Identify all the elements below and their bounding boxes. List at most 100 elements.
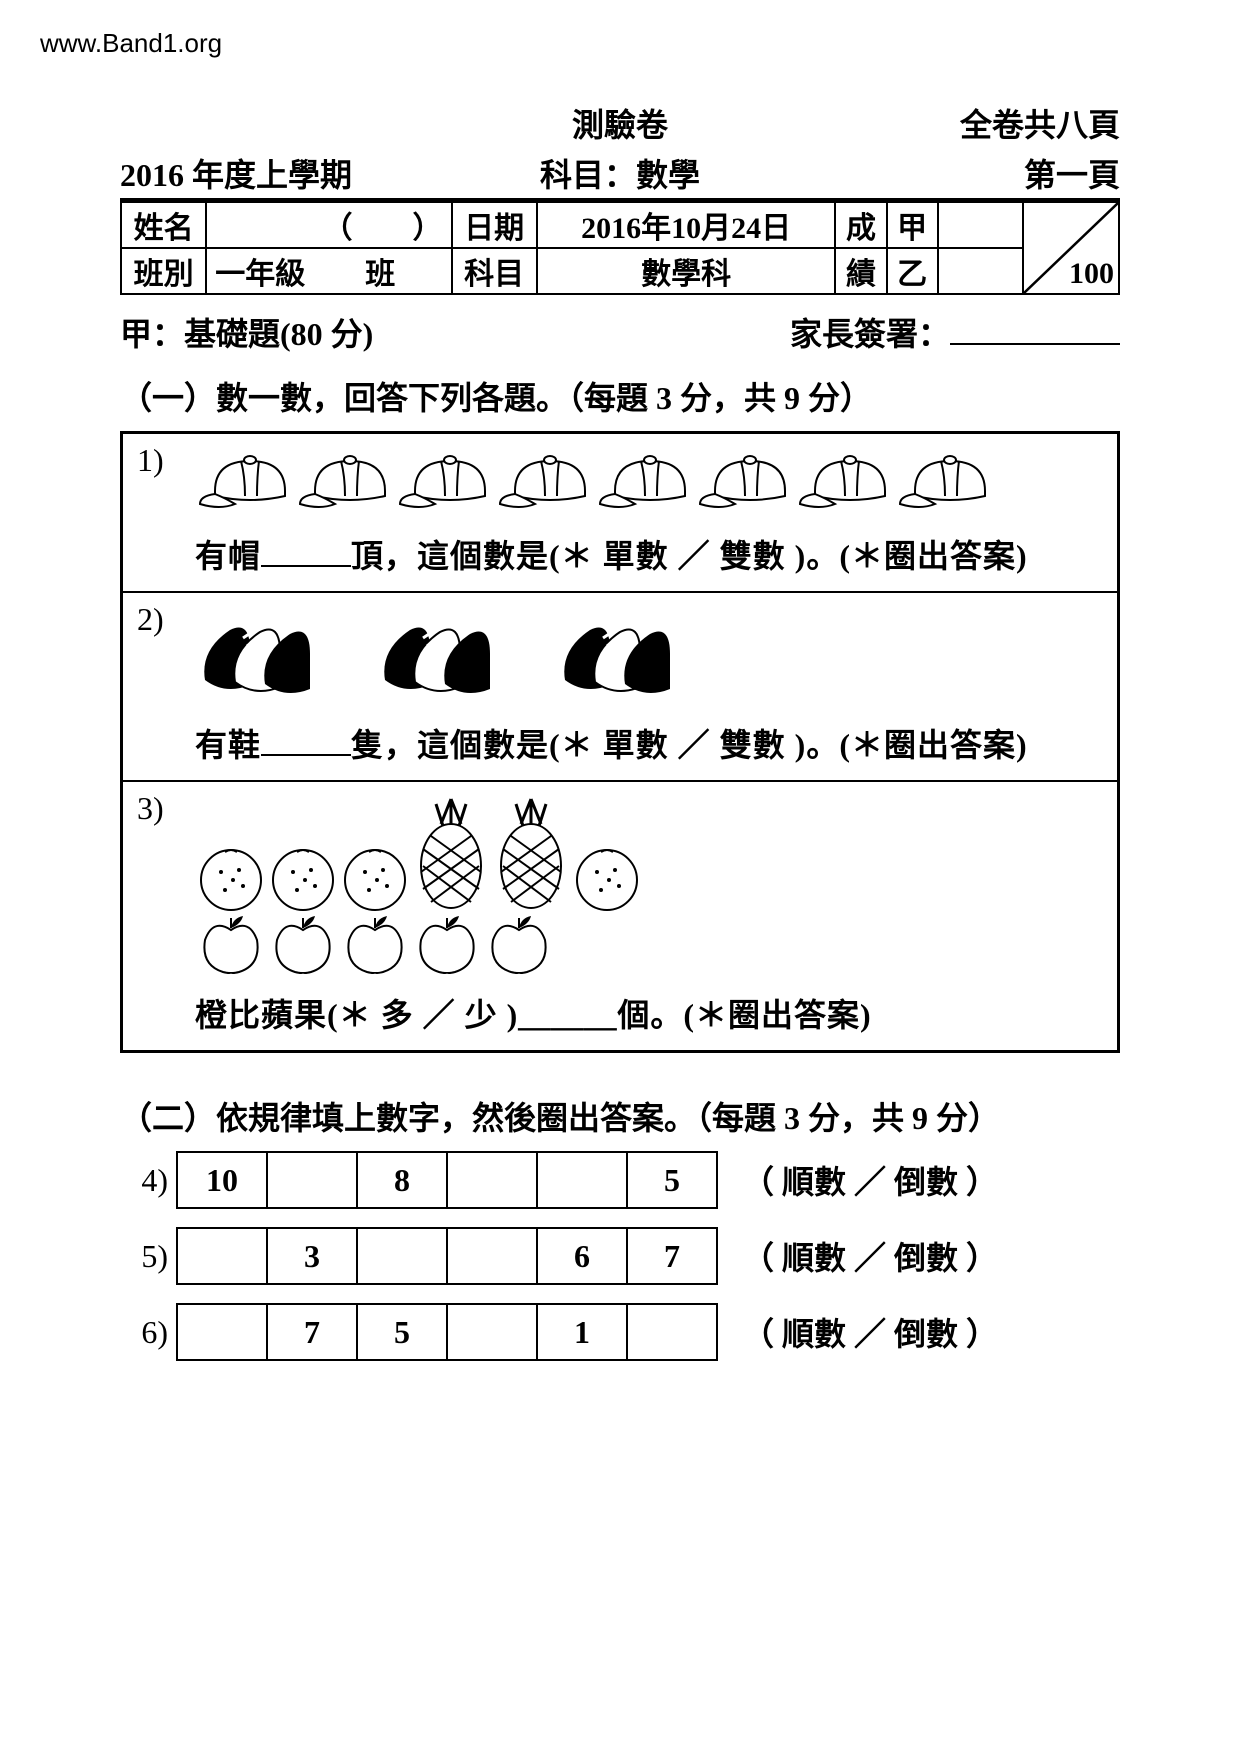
header-right-2: 第一頁 (790, 150, 1120, 196)
subject-label: 科目 (452, 248, 537, 294)
signature-label: 家長簽署： (790, 316, 950, 352)
seq-cell (267, 1152, 357, 1208)
q1-2-num: 2) (137, 601, 164, 638)
seq-cell (447, 1304, 537, 1360)
header-center-1: 測驗卷 (455, 100, 785, 146)
cap-icon (695, 446, 795, 516)
q1-box: 1) 有帽頂，這個數是(＊ 單數 ／ 雙數 )。(＊圈出答案) 2) 有鞋 隻，這… (120, 431, 1120, 1053)
q2-container: 4)1085（ 順數 ／ 倒數 ）5)367（ 順數 ／ 倒數 ）6)751（ … (120, 1151, 1120, 1361)
seq-cell (447, 1228, 537, 1284)
q1-item-1: 1) 有帽頂，這個數是(＊ 單數 ／ 雙數 )。(＊圈出答案) (123, 434, 1117, 593)
seq-cell (177, 1228, 267, 1284)
shoes-icon (195, 605, 335, 705)
seq-cell: 3 (267, 1228, 357, 1284)
seq-num: 4) (120, 1162, 176, 1199)
seq-cell (177, 1304, 267, 1360)
grade-a-blank (938, 202, 1023, 248)
seq-after: （ 順數 ／ 倒數 ） (742, 1233, 998, 1279)
cap-icon (295, 446, 395, 516)
class-value: 一年級 班 (206, 248, 451, 294)
apple-icon (483, 910, 555, 980)
seq-table: 10 8 5 (176, 1151, 718, 1209)
orange-icon (571, 842, 643, 914)
seq-cell (357, 1228, 447, 1284)
cap-icon (395, 446, 495, 516)
header-right-1: 全卷共八頁 (790, 100, 1120, 146)
orange-icon (195, 842, 267, 914)
pineapple-icon (491, 794, 571, 914)
seq-cell (627, 1304, 717, 1360)
score-label-2: 績 (835, 248, 886, 294)
seq-after: （ 順數 ／ 倒數 ） (742, 1309, 998, 1355)
seq-cell: 1 (537, 1304, 627, 1360)
seq-table: 3 67 (176, 1227, 718, 1285)
q1-2-blank (261, 754, 351, 756)
q1-3-icons (195, 794, 1099, 980)
max-score: 100 (1069, 257, 1114, 291)
q1-2-after: 隻，這個數是(＊ 單數 ／ 雙數 )。(＊圈出答案) (351, 727, 1028, 763)
header-left-1 (120, 100, 450, 146)
seq-cell: 6 (537, 1228, 627, 1284)
score-label-1: 成 (835, 202, 886, 248)
q2-heading: （二）依規律填上數字，然後圈出答案。（每題 3 分，共 9 分） (120, 1093, 1120, 1139)
q1-1-num: 1) (137, 442, 164, 479)
class-label: 班別 (121, 248, 206, 294)
seq-num: 6) (120, 1314, 176, 1351)
orange-icon (339, 842, 411, 914)
seq-cell: 8 (357, 1152, 447, 1208)
cap-icon (195, 446, 295, 516)
seq-row: 6) 75 1 （ 順數 ／ 倒數 ） (120, 1303, 1120, 1361)
header-row-1: 測驗卷 全卷共八頁 (120, 100, 1120, 146)
date-value: 2016年10月24日 (537, 202, 836, 248)
name-value: （ ） (206, 202, 451, 248)
apple-icon (267, 910, 339, 980)
seq-cell (447, 1152, 537, 1208)
info-table: 姓名 （ ） 日期 2016年10月24日 成 甲 100 班別 一年級 班 科… (120, 201, 1120, 295)
seq-num: 5) (120, 1238, 176, 1275)
score-cell: 100 (1023, 202, 1119, 294)
section-a-right: 家長簽署： (790, 309, 1120, 355)
q1-2-icons (195, 605, 1099, 710)
q1-1-text: 有帽頂，這個數是(＊ 單數 ／ 雙數 )。(＊圈出答案) (195, 531, 1099, 577)
header-row-2: 2016 年度上學期 科目：數學 第一頁 (120, 150, 1120, 201)
apple-icon (195, 910, 267, 980)
grade-b: 乙 (887, 248, 938, 294)
cap-icon (795, 446, 895, 516)
seq-cell: 7 (267, 1304, 357, 1360)
grade-a: 甲 (887, 202, 938, 248)
signature-blank (950, 343, 1120, 345)
q1-1-blank (261, 565, 351, 567)
header-left-2: 2016 年度上學期 (120, 150, 450, 196)
seq-row: 5) 3 67 （ 順數 ／ 倒數 ） (120, 1227, 1120, 1285)
seq-cell (537, 1152, 627, 1208)
q1-1-before: 有帽 (195, 538, 261, 574)
cap-icon (595, 446, 695, 516)
cap-icon (495, 446, 595, 516)
date-label: 日期 (452, 202, 537, 248)
q1-3-text: 橙比蘋果(＊ 多 ／ 少 )＿＿＿個。(＊圈出答案) (195, 990, 1099, 1036)
subject-value: 數學科 (537, 248, 836, 294)
q1-item-2: 2) 有鞋 隻，這個數是(＊ 單數 ／ 雙數 )。(＊圈出答案) (123, 593, 1117, 782)
q1-2-before: 有鞋 (195, 727, 261, 763)
shoes-icon (375, 605, 515, 705)
q1-3-num: 3) (137, 790, 164, 827)
q1-item-3: 3) 橙比蘋果(＊ 多 ／ 少 )＿＿＿個。(＊圈出答案) (123, 782, 1117, 1050)
seq-after: （ 順數 ／ 倒數 ） (742, 1157, 998, 1203)
pineapple-icon (411, 794, 491, 914)
name-label: 姓名 (121, 202, 206, 248)
shoes-icon (555, 605, 695, 705)
seq-row: 4)10 8 5 （ 順數 ／ 倒數 ） (120, 1151, 1120, 1209)
seq-cell: 5 (627, 1152, 717, 1208)
seq-cell: 7 (627, 1228, 717, 1284)
section-a-left: 甲：基礎題(80 分) (120, 309, 373, 355)
seq-table: 75 1 (176, 1303, 718, 1361)
watermark-text: www.Band1.org (40, 28, 222, 59)
apple-icon (411, 910, 483, 980)
page-container: 測驗卷 全卷共八頁 2016 年度上學期 科目：數學 第一頁 姓名 （ ） 日期… (120, 100, 1120, 1379)
cap-icon (895, 446, 995, 516)
seq-cell: 10 (177, 1152, 267, 1208)
q1-1-icons (195, 446, 1099, 521)
header-center-2: 科目：數學 (455, 150, 785, 196)
seq-cell: 5 (357, 1304, 447, 1360)
q1-2-text: 有鞋 隻，這個數是(＊ 單數 ／ 雙數 )。(＊圈出答案) (195, 720, 1099, 766)
